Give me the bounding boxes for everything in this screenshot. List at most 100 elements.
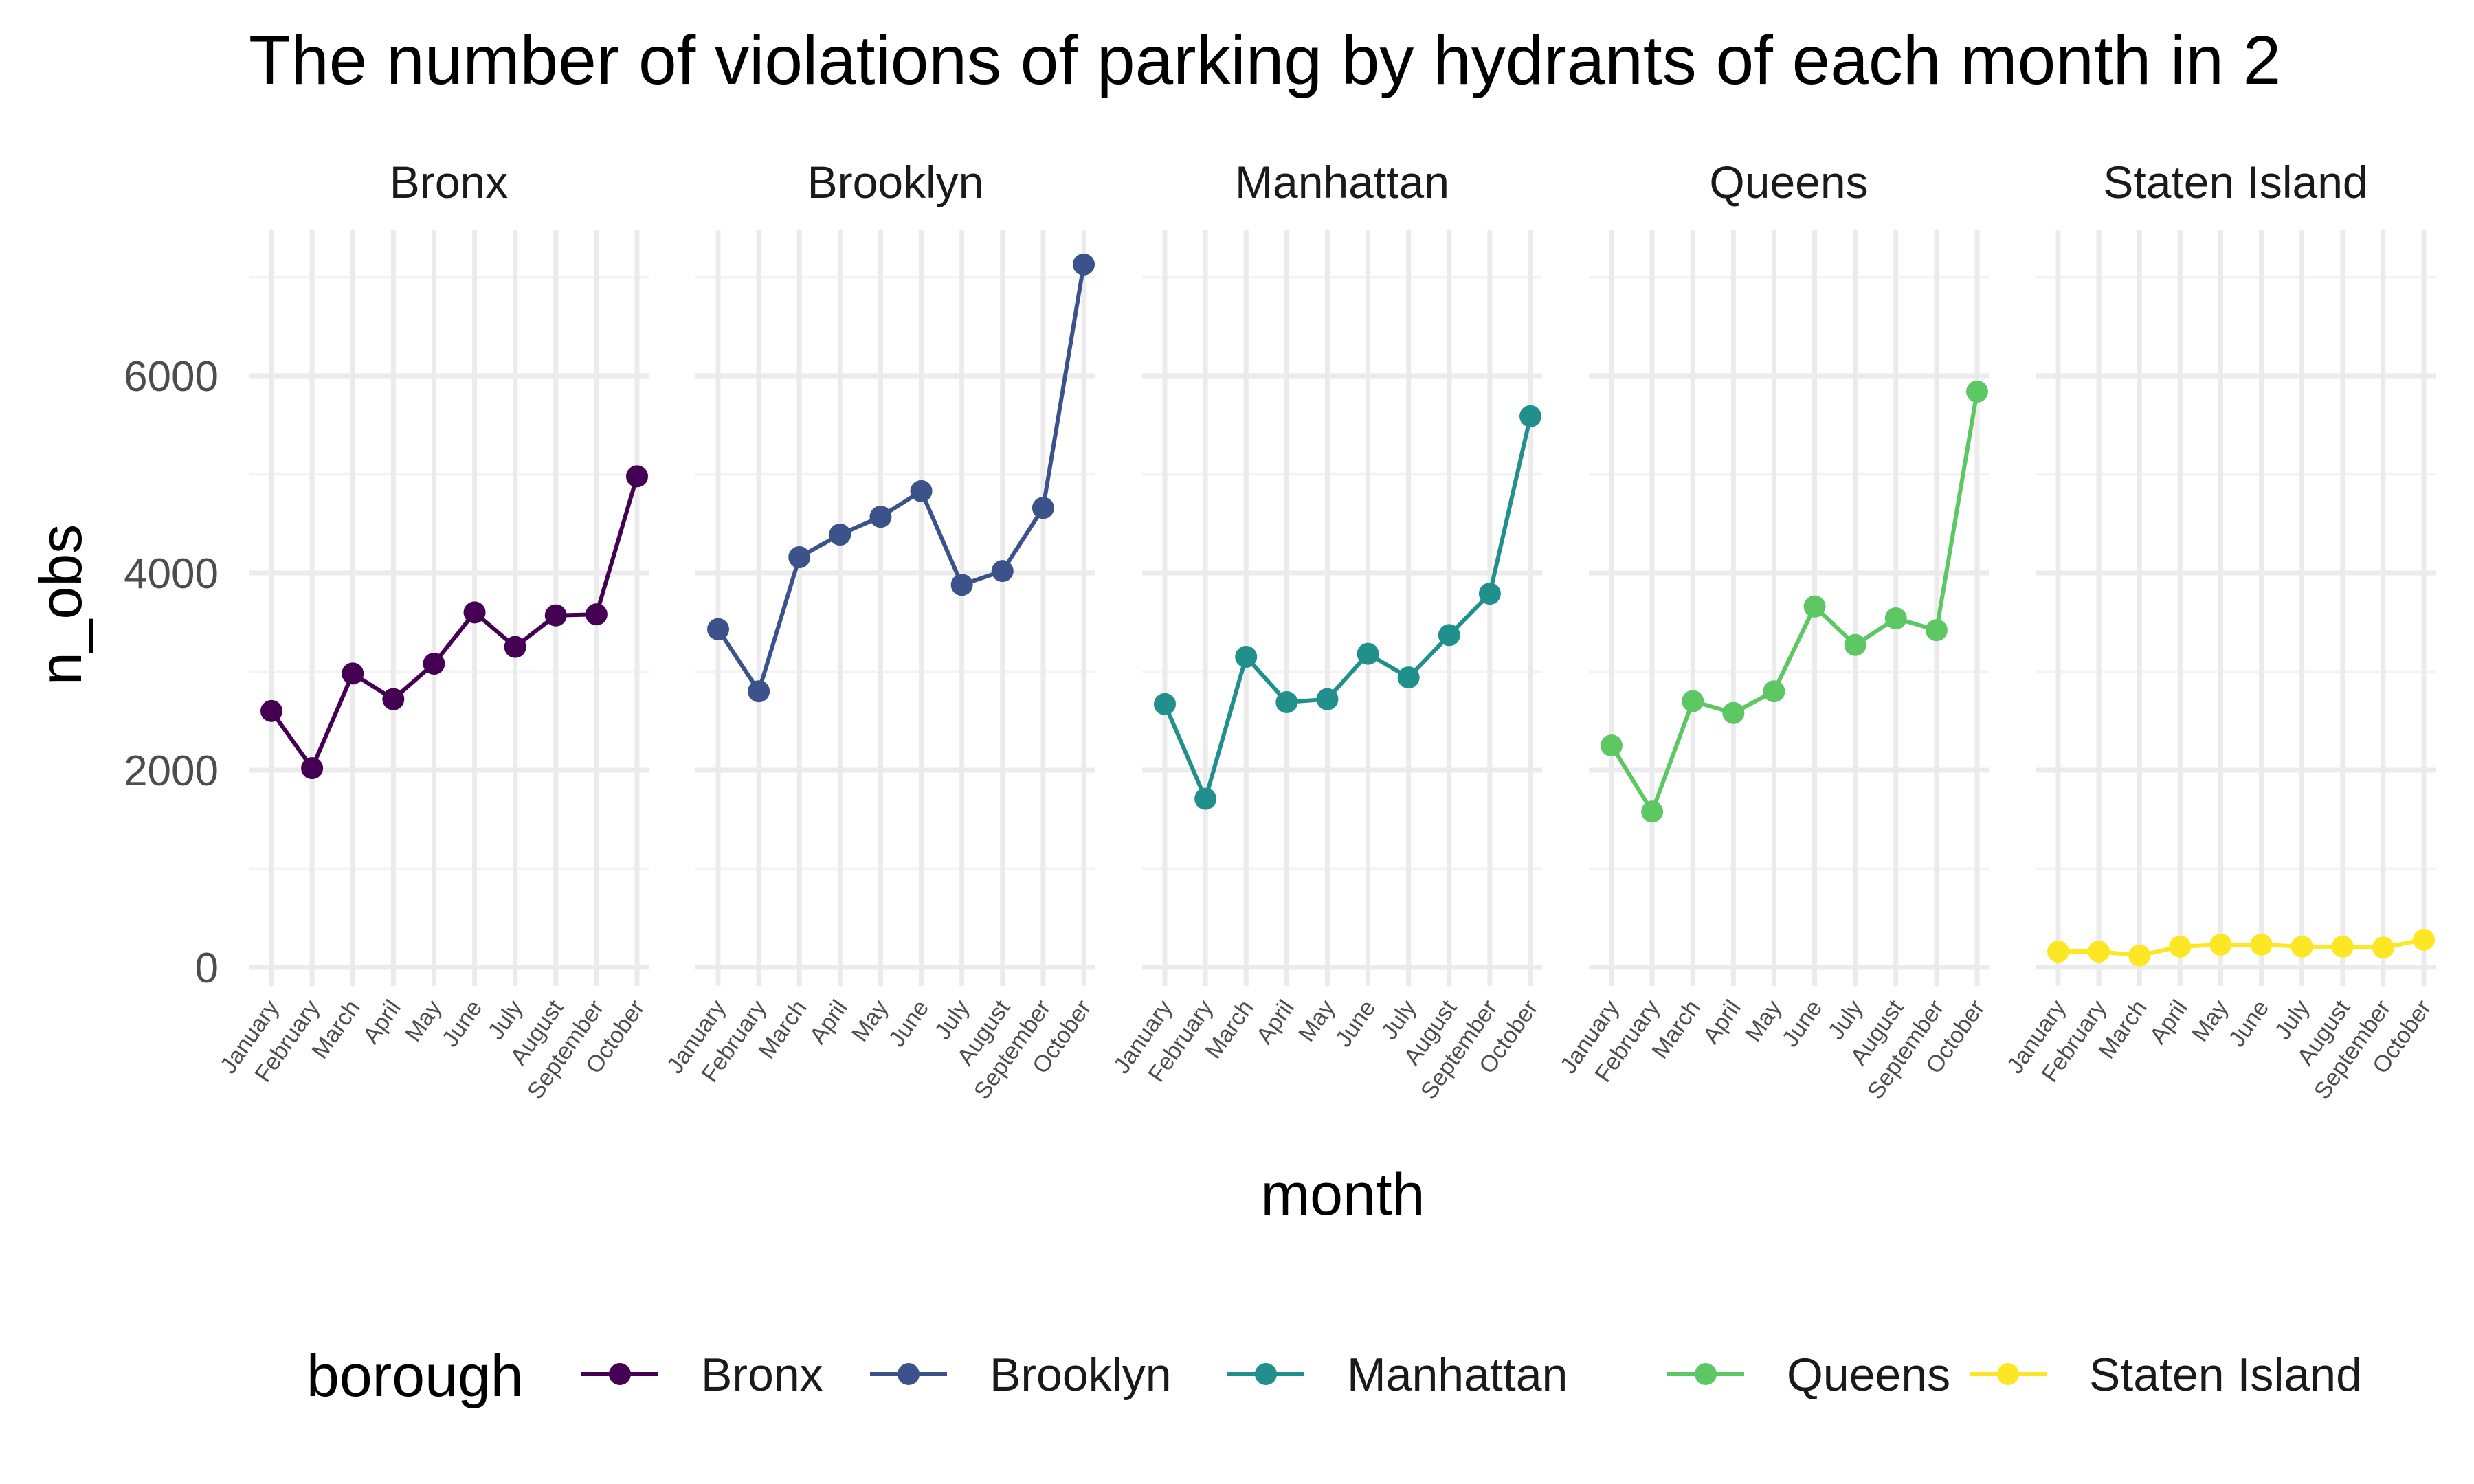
data-point (1032, 497, 1054, 519)
series-line (2058, 937, 2425, 958)
data-point (1601, 734, 1623, 757)
legend-key-point (898, 1363, 920, 1385)
data-point (788, 546, 811, 569)
series-line (1163, 416, 1533, 801)
data-point (1966, 380, 1988, 403)
data-point (991, 560, 1014, 583)
data-point (829, 524, 851, 546)
data-point (2291, 935, 2313, 958)
x-tick-label: June (437, 996, 487, 1052)
data-point (2331, 935, 2354, 958)
data-point (1641, 800, 1664, 823)
facet-strip-label: Staten Island (2103, 157, 2367, 207)
data-point (950, 574, 973, 596)
data-point (1194, 787, 1217, 810)
data-point (342, 662, 364, 685)
x-tick-label: June (2224, 996, 2274, 1052)
data-point (910, 480, 933, 502)
legend-item: Brooklyn (870, 1349, 1172, 1401)
data-point (544, 604, 567, 627)
legend-key-point (1255, 1363, 1277, 1385)
y-tick-label: 2000 (124, 747, 219, 795)
data-point (2047, 941, 2069, 963)
facet-panels: BronxJanuaryFebruaryMarchAprilMayJuneJul… (124, 157, 2436, 1104)
data-point (504, 636, 526, 658)
legend-item: Staten Island (1970, 1349, 2362, 1401)
y-tick-label: 0 (195, 945, 219, 992)
legend-label: Queens (1787, 1349, 1950, 1401)
data-point (1844, 633, 1866, 656)
x-tick-label: June (1330, 996, 1381, 1052)
series-line (269, 475, 639, 771)
data-point (2088, 941, 2110, 963)
data-point (2209, 933, 2232, 956)
x-tick-label: April (1698, 996, 1746, 1049)
y-tick-label: 6000 (124, 353, 219, 401)
x-tick-label: June (1777, 996, 1827, 1052)
facet-panel: QueensJanuaryFebruaryMarchAprilMayJuneJu… (1555, 157, 1990, 1104)
data-point (748, 680, 770, 703)
legend-key-point (1997, 1363, 2019, 1385)
x-axis-title: month (1260, 1162, 1425, 1228)
data-point (1722, 701, 1745, 724)
facet-strip-label: Queens (1709, 157, 1868, 207)
facet-strip-label: Brooklyn (807, 157, 984, 207)
x-tick-label: April (805, 996, 853, 1049)
data-point (1884, 607, 1907, 630)
data-point (382, 688, 405, 710)
x-tick-label: June (884, 996, 934, 1052)
data-point (707, 618, 729, 640)
data-point (1803, 595, 1826, 618)
data-point (2128, 944, 2151, 967)
data-point (1275, 690, 1298, 713)
legend-key-point (609, 1363, 631, 1385)
legend-key-point (1695, 1363, 1717, 1385)
data-point (2169, 935, 2192, 958)
legend-label: Manhattan (1347, 1349, 1568, 1401)
series-line (716, 264, 1086, 694)
x-tick-label: April (358, 996, 406, 1049)
legend-item: Queens (1667, 1349, 1950, 1401)
data-point (1154, 693, 1176, 715)
data-point (2413, 928, 2435, 951)
data-point (585, 603, 608, 626)
data-point (626, 465, 648, 488)
data-point (1519, 405, 1541, 427)
facet-panel: Staten IslandJanuaryFebruaryMarchAprilMa… (2002, 157, 2437, 1104)
facet-panel: ManhattanJanuaryFebruaryMarchAprilMayJun… (1108, 157, 1544, 1104)
legend-label: Brooklyn (990, 1349, 1172, 1401)
chart-title: The number of violations of parking by h… (249, 22, 2281, 99)
x-tick-label: April (1251, 996, 1300, 1049)
facet-strip-label: Manhattan (1235, 157, 1449, 207)
facet-panel: BrooklynJanuaryFebruaryMarchAprilMayJune… (662, 157, 1097, 1104)
y-tick-label: 4000 (124, 550, 219, 598)
x-tick-label: April (2145, 996, 2193, 1049)
legend-item: Bronx (581, 1349, 823, 1401)
legend: Bronx Brooklyn Manhattan Queens Staten Islan… (581, 1349, 2362, 1401)
data-point (1925, 619, 1948, 642)
legend-title: borough (307, 1343, 524, 1409)
facet-panel: BronxJanuaryFebruaryMarchAprilMayJuneJul… (215, 157, 650, 1104)
legend-label: Bronx (701, 1349, 823, 1401)
data-point (1438, 624, 1460, 647)
y-axis-title: n_obs (28, 524, 94, 685)
data-point (1073, 253, 1095, 276)
data-point (463, 601, 486, 624)
data-point (1682, 690, 1704, 712)
data-point (2372, 936, 2394, 959)
data-point (1316, 688, 1339, 710)
facet-strip-label: Bronx (390, 157, 508, 207)
data-point (1357, 642, 1379, 665)
data-point (1235, 645, 1258, 668)
series-line (1609, 391, 1979, 814)
data-point (423, 653, 445, 675)
data-point (1397, 666, 1420, 689)
data-point (260, 699, 282, 722)
data-point (2250, 933, 2273, 956)
data-point (869, 506, 892, 528)
legend-item: Manhattan (1227, 1349, 1568, 1401)
data-point (1478, 583, 1501, 605)
data-point (1763, 680, 1785, 703)
data-point (301, 757, 324, 780)
